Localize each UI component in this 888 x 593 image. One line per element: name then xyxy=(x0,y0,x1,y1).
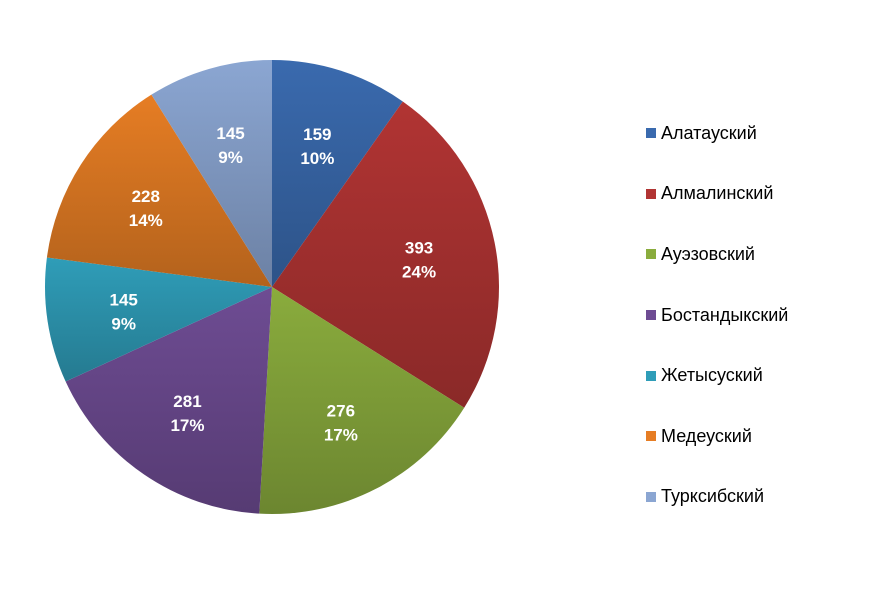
legend-label: Алатауский xyxy=(661,122,757,143)
legend-item-medeu: Медеуский xyxy=(646,406,788,467)
legend-label: Медеуский xyxy=(661,425,752,446)
legend-swatch xyxy=(646,491,656,502)
legend: Алатауский Алмалинский Ауэзовский Бостан… xyxy=(646,103,788,527)
legend-item-alatau: Алатауский xyxy=(646,103,788,164)
legend-item-almaly: Алмалинский xyxy=(646,164,788,225)
slice-percent-label: 9% xyxy=(218,148,243,167)
legend-swatch xyxy=(646,431,656,442)
slice-value-label: 393 xyxy=(405,239,433,258)
slice-percent-label: 17% xyxy=(324,425,358,444)
legend-swatch xyxy=(646,128,656,139)
legend-swatch xyxy=(646,249,656,260)
slice-value-label: 281 xyxy=(173,392,201,411)
legend-swatch xyxy=(646,370,656,381)
slice-percent-label: 24% xyxy=(402,263,436,282)
legend-label: Бостандыкский xyxy=(661,304,789,325)
slice-value-label: 159 xyxy=(303,125,331,144)
legend-item-bostandyk: Бостандыкский xyxy=(646,285,788,346)
slice-percent-label: 14% xyxy=(129,211,163,230)
pie-slice xyxy=(44,257,273,382)
legend-label: Жетысуский xyxy=(661,365,763,386)
slice-value-label: 228 xyxy=(132,187,160,206)
legend-swatch xyxy=(646,188,656,199)
slice-percent-label: 10% xyxy=(300,149,334,168)
pie-slice xyxy=(65,287,272,514)
slice-value-label: 145 xyxy=(109,290,137,309)
slice-value-label: 145 xyxy=(216,124,244,143)
legend-label: Ауэзовский xyxy=(661,243,755,264)
pie-slice xyxy=(151,60,272,287)
legend-item-auezov: Ауэзовский xyxy=(646,224,788,285)
pie-slice xyxy=(272,60,403,287)
slice-value-label: 276 xyxy=(327,401,355,420)
slice-percent-label: 9% xyxy=(111,314,136,333)
legend-item-turksib: Турксибский xyxy=(646,467,788,528)
pie-slice xyxy=(259,287,465,514)
legend-label: Алмалинский xyxy=(661,183,774,204)
pie-slice xyxy=(272,101,499,408)
legend-label: Турксибский xyxy=(661,486,765,507)
slice-percent-label: 17% xyxy=(170,416,204,435)
legend-swatch xyxy=(646,310,656,321)
pie-slice xyxy=(46,94,272,287)
legend-item-zhetysu: Жетысуский xyxy=(646,345,788,406)
